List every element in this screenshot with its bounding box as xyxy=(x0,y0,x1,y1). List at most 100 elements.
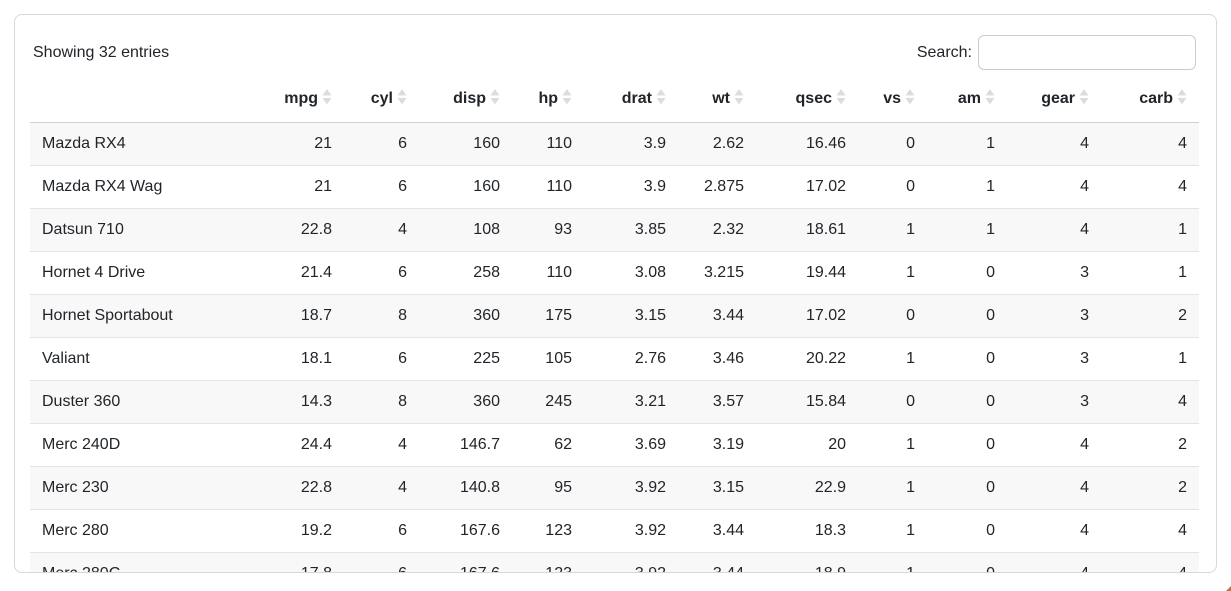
data-cell: 0 xyxy=(906,393,915,410)
data-cell: 16.46 xyxy=(805,135,846,152)
data-cell: 140.8 xyxy=(459,479,500,496)
data-cell: 1 xyxy=(1178,221,1187,238)
data-cell: 1 xyxy=(906,264,915,281)
table-row: Merc 280 19.2 6 167.6 123 3.92 3.44 18.3 1 0 4 4 xyxy=(30,510,1199,553)
data-cell: 4 xyxy=(1080,221,1089,238)
column-label: qsec xyxy=(795,90,832,107)
data-cell: 258 xyxy=(473,264,500,281)
data-cell: 0 xyxy=(986,307,995,324)
data-cell: 4 xyxy=(1178,135,1187,152)
data-cell: 3 xyxy=(1080,350,1089,367)
column-header-wt[interactable]: wt xyxy=(678,79,756,123)
table-row: Valiant 18.1 6 225 105 2.76 3.46 20.22 1 0 3 1 xyxy=(30,338,1199,381)
row-name-cell: Mazda RX4 Wag xyxy=(42,178,163,195)
column-label: cyl xyxy=(370,90,393,107)
data-cell: 167.6 xyxy=(459,522,500,539)
data-cell: 4 xyxy=(398,479,407,496)
data-cell: 1 xyxy=(906,479,915,496)
sort-both-icon xyxy=(322,88,332,112)
data-cell: 110 xyxy=(546,135,572,152)
data-cell: 3.46 xyxy=(712,350,744,367)
sort-both-icon xyxy=(905,88,915,112)
column-header-gear[interactable]: gear xyxy=(1007,79,1101,123)
data-cell: 4 xyxy=(1178,393,1187,410)
data-cell: 3.15 xyxy=(634,307,666,324)
column-header-am[interactable]: am xyxy=(927,79,1007,123)
data-cell: 20.22 xyxy=(805,350,846,367)
column-header-hp[interactable]: hp xyxy=(512,79,584,123)
data-cell: 0 xyxy=(906,135,915,152)
data-cell: 2.875 xyxy=(703,178,744,195)
data-cell: 3.15 xyxy=(712,479,744,496)
data-cell: 160 xyxy=(473,178,500,195)
table-row: Datsun 710 22.8 4 108 93 3.85 2.32 18.61 1 1 4 1 xyxy=(30,208,1199,252)
search-input[interactable] xyxy=(978,35,1196,70)
column-header-cyl[interactable]: cyl xyxy=(344,79,419,123)
row-name-cell: Merc 240D xyxy=(42,436,121,453)
data-cell: 360 xyxy=(473,393,500,410)
data-cell: 1 xyxy=(986,221,995,238)
data-cell: 0 xyxy=(986,264,995,281)
data-cell: 19.44 xyxy=(805,264,846,281)
data-cell: 6 xyxy=(398,178,407,195)
column-header-vs[interactable]: vs xyxy=(858,79,927,123)
column-header-rowname xyxy=(30,79,270,123)
data-cell: 95 xyxy=(554,479,572,496)
data-cell: 3.92 xyxy=(634,479,666,496)
data-cell: 2.76 xyxy=(634,350,666,367)
column-header-drat[interactable]: drat xyxy=(584,79,678,123)
data-cell: 0 xyxy=(986,479,995,496)
data-cell: 6 xyxy=(344,553,419,572)
data-cell: 17.02 xyxy=(805,178,846,195)
data-cell: 21.4 xyxy=(300,264,332,281)
data-cell: 4 xyxy=(398,436,407,453)
data-cell: 0 xyxy=(927,553,1007,572)
data-cell: 160 xyxy=(473,135,500,152)
sort-both-icon xyxy=(397,88,407,112)
row-name-cell: Mazda RX4 xyxy=(42,135,126,152)
data-cell: 123 xyxy=(512,553,584,572)
column-label: mpg xyxy=(284,90,318,107)
column-header-disp[interactable]: disp xyxy=(419,79,512,123)
row-name-cell: Hornet 4 Drive xyxy=(42,264,146,281)
data-cell: 6 xyxy=(398,350,407,367)
data-cell: 3.21 xyxy=(634,393,666,410)
data-cell: 1 xyxy=(1178,350,1187,367)
data-cell: 19.2 xyxy=(300,522,332,539)
column-label: carb xyxy=(1139,90,1173,107)
column-label: hp xyxy=(538,90,558,107)
data-cell: 110 xyxy=(546,264,572,281)
data-cell: 17.02 xyxy=(805,307,846,324)
table-row: Mazda RX4 21 6 160 110 3.9 2.62 16.46 0 1 4 4 xyxy=(30,122,1199,166)
data-cell: 4 xyxy=(1080,479,1089,496)
data-cell: 3.44 xyxy=(712,307,744,324)
data-cell: 21 xyxy=(314,178,332,195)
data-cell: 3.44 xyxy=(678,553,756,572)
entries-info: Showing 32 entries xyxy=(33,44,170,61)
table-row: Hornet Sportabout 18.7 8 360 175 3.15 3.44 17.0… xyxy=(30,294,1199,338)
row-name-cell: Valiant xyxy=(42,350,90,367)
data-cell: 3.92 xyxy=(584,553,678,572)
data-cell: 22.9 xyxy=(814,479,846,496)
data-cell: 108 xyxy=(473,221,500,238)
data-cell: 0 xyxy=(906,307,915,324)
data-cell: 1 xyxy=(906,221,915,238)
data-cell: 0 xyxy=(906,178,915,195)
column-header-qsec[interactable]: qsec xyxy=(756,79,858,123)
data-cell: 6 xyxy=(398,264,407,281)
data-cell: 0 xyxy=(986,393,995,410)
column-label: wt xyxy=(712,90,730,107)
row-name-cell: Merc 280 xyxy=(42,522,109,539)
data-cell: 123 xyxy=(545,522,572,539)
column-label: gear xyxy=(1041,90,1075,107)
data-cell: 4 xyxy=(398,221,407,238)
data-cell: 1 xyxy=(858,553,927,572)
column-header-mpg[interactable]: mpg xyxy=(270,79,344,123)
data-cell: 1 xyxy=(906,436,915,453)
data-cell: 3.19 xyxy=(712,436,744,453)
column-label: drat xyxy=(621,90,652,107)
header-row: mpg cyl disp hp drat wt qsec vs am gear carb xyxy=(30,79,1199,123)
data-cell: 3 xyxy=(1080,393,1089,410)
column-header-carb[interactable]: carb xyxy=(1101,79,1199,123)
data-cell: 360 xyxy=(473,307,500,324)
